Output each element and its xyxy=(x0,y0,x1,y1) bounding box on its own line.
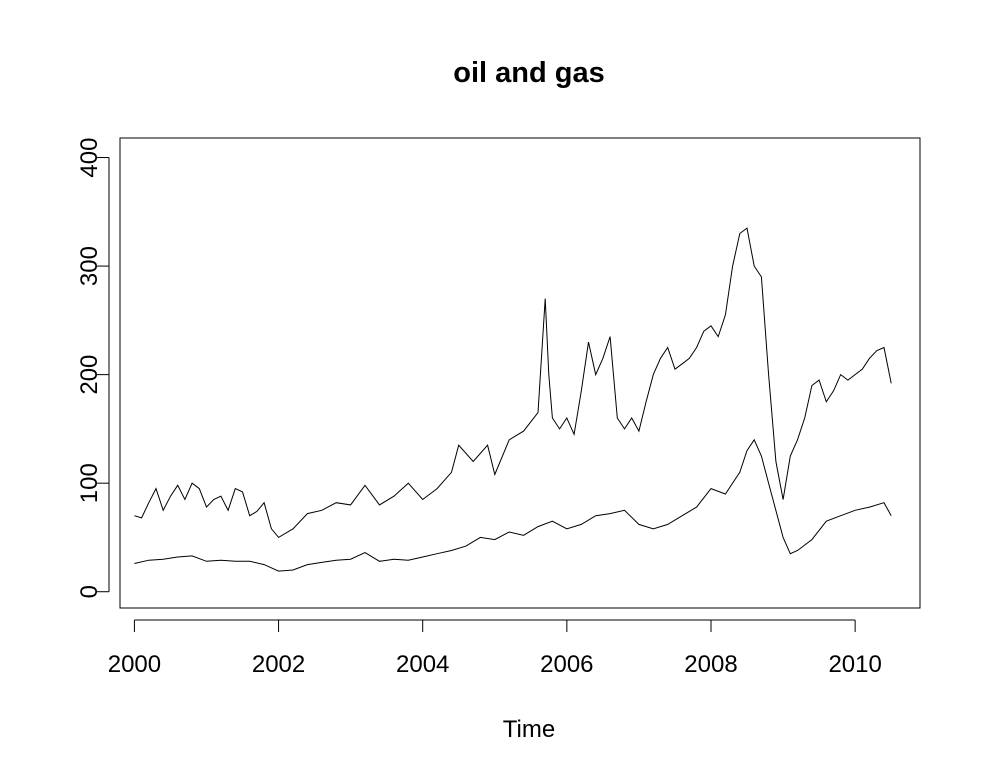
x-tick-label: 2000 xyxy=(108,651,161,678)
y-tick-label: 200 xyxy=(76,355,103,395)
series-line-1 xyxy=(134,227,892,539)
x-tick-label: 2010 xyxy=(828,651,881,678)
series-group xyxy=(134,227,892,572)
x-tick-label: 2006 xyxy=(540,651,593,678)
y-tick-label: 0 xyxy=(76,585,103,598)
plot-frame xyxy=(119,137,921,609)
x-tick-label: 2008 xyxy=(684,651,737,678)
chart-title: oil and gas xyxy=(453,57,604,89)
x-axis-label: Time xyxy=(503,716,555,743)
y-tick-label: 300 xyxy=(76,246,103,286)
x-tick-label: 2004 xyxy=(396,651,449,678)
y-axis: 0 100 200 300 400 xyxy=(76,138,110,598)
x-tick-label: 2002 xyxy=(252,651,305,678)
series-line-2 xyxy=(134,438,892,572)
y-tick-label: 400 xyxy=(76,138,103,178)
x-axis: 2000 2002 2004 2006 2008 2010 xyxy=(108,619,882,678)
y-tick-label: 100 xyxy=(76,463,103,503)
